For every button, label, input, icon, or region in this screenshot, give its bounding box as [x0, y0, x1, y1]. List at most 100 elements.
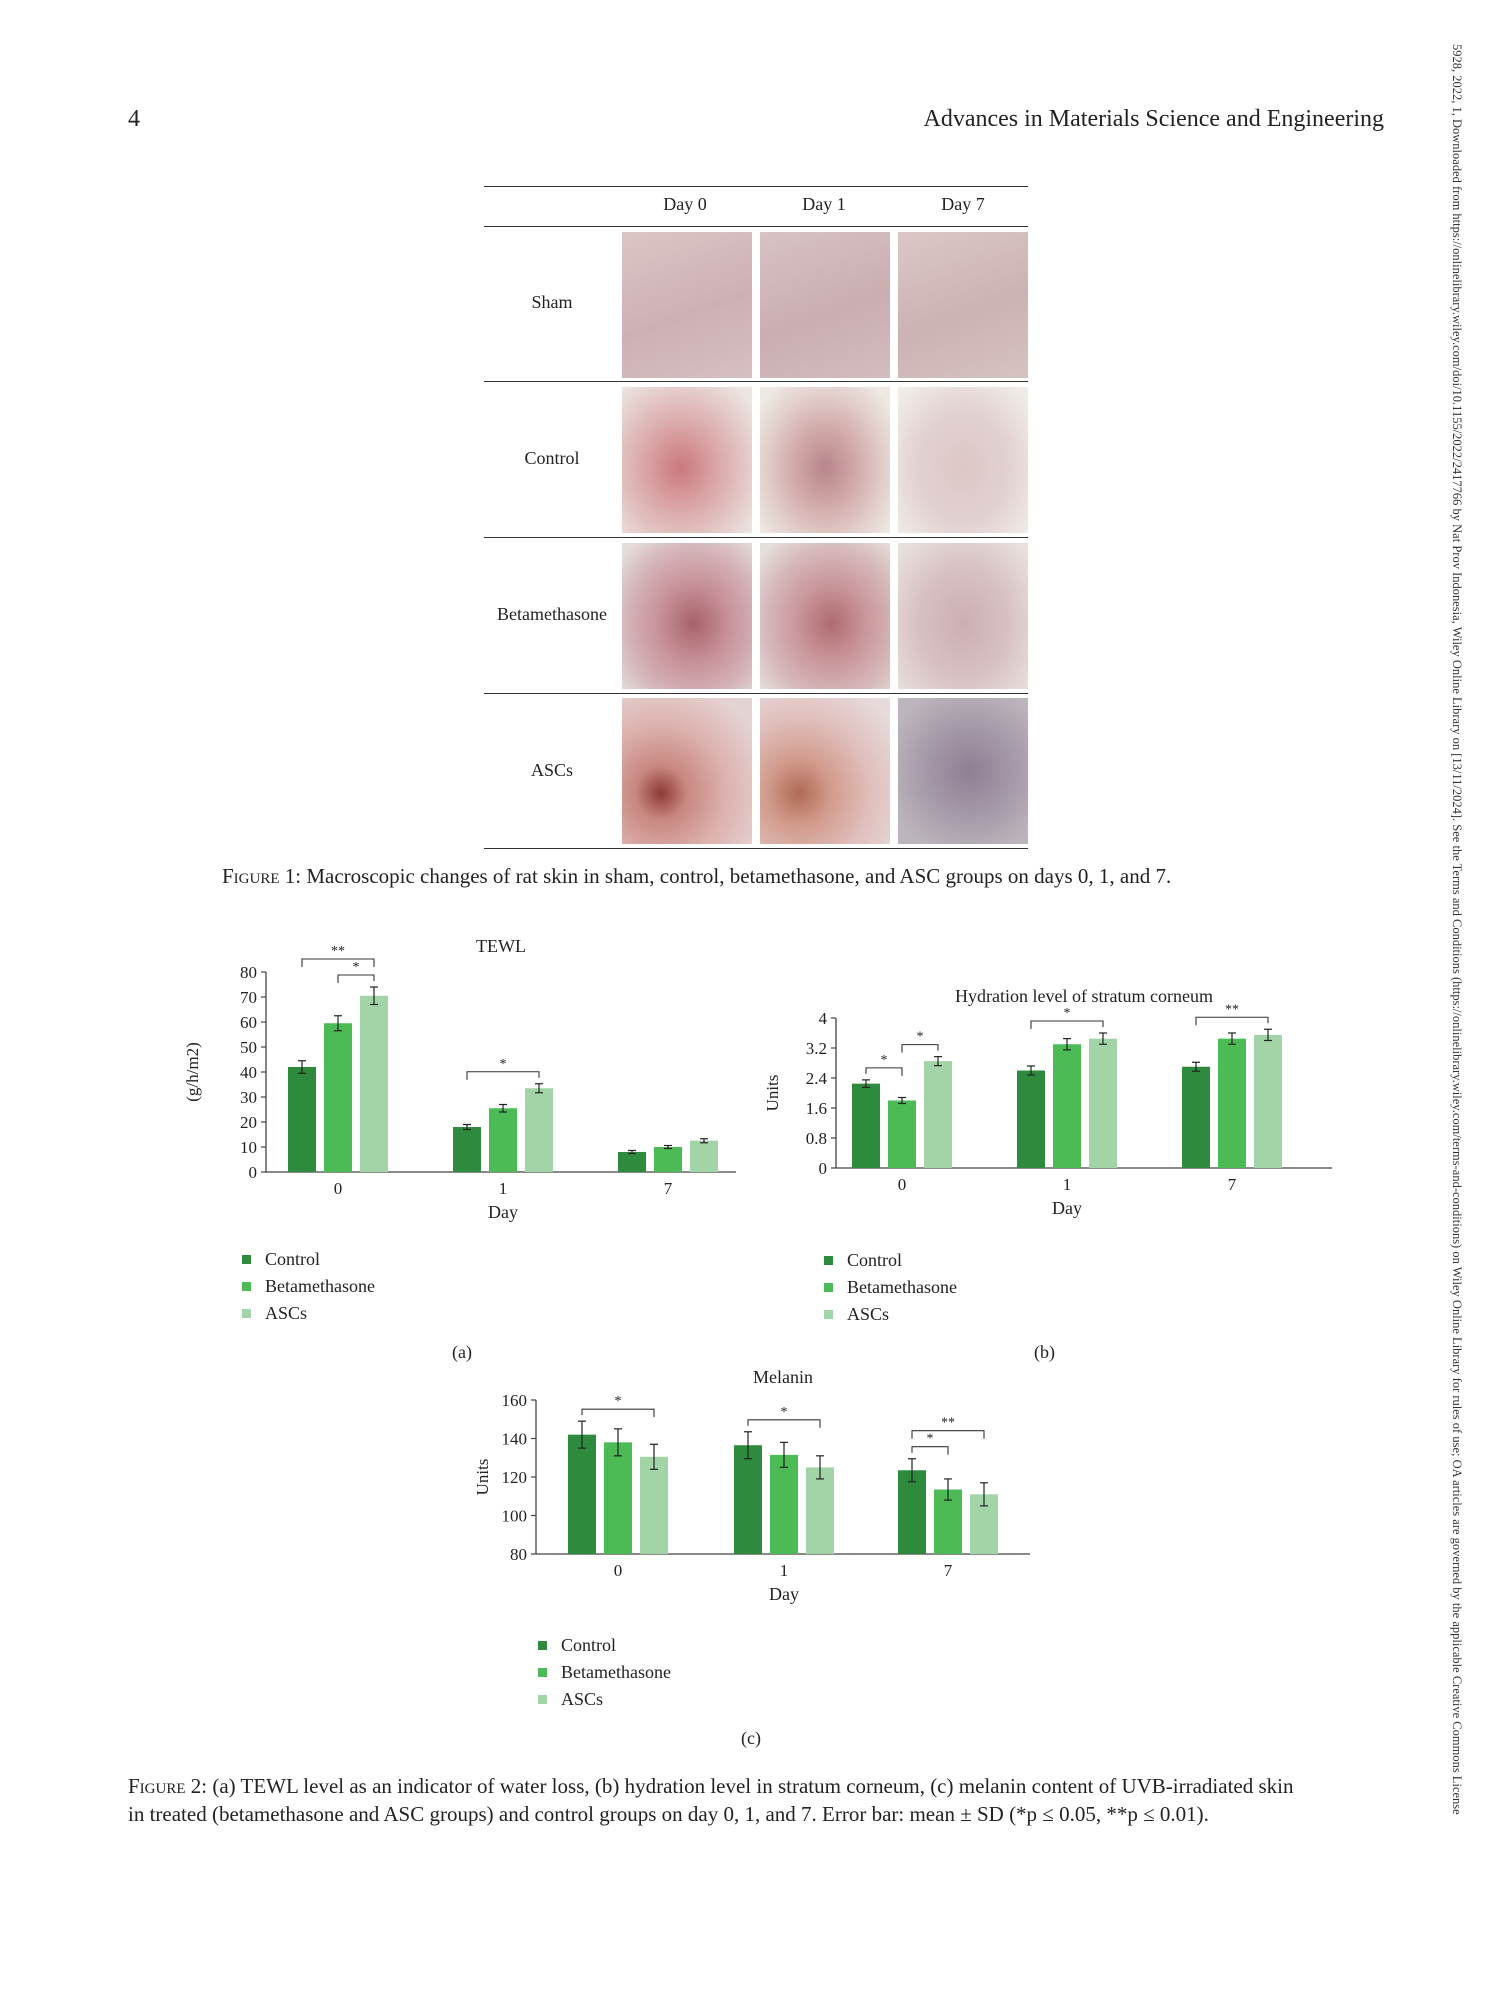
- significance-bracket: [1195, 1016, 1269, 1026]
- significance-bracket: [301, 958, 375, 967]
- page-number: 4: [128, 106, 140, 132]
- significance-label: *: [927, 1432, 934, 1447]
- chart-title: Hydration level of stratum corneum: [955, 986, 1213, 1006]
- y-tick-label: 80: [240, 963, 257, 982]
- bar-control-day0: [288, 1067, 316, 1172]
- legend-a: Control Betamethasone ASCs: [242, 1246, 375, 1327]
- figure-2-caption-line1: (a) TEWL level as an indicator of water …: [207, 1774, 1294, 1798]
- significance-bracket: [747, 1419, 821, 1428]
- bar-ascs-day1: [525, 1088, 553, 1172]
- y-tick-label: 120: [502, 1468, 528, 1487]
- column-header-day7: Day 7: [941, 194, 985, 214]
- figure-1-table: Day 0 Day 1 Day 7 Sham Control Betametha…: [484, 186, 1028, 850]
- x-tick-label: 0: [614, 1561, 623, 1580]
- skin-photo-betamethasone-day1: [760, 543, 890, 689]
- bar-ascs-day0: [640, 1456, 668, 1554]
- y-tick-label: 2.4: [806, 1069, 828, 1088]
- skin-photo-betamethasone-day7: [898, 543, 1028, 689]
- x-tick-label: 1: [780, 1561, 789, 1580]
- y-axis-label: (g/h/m2): [183, 1042, 202, 1102]
- y-tick-label: 100: [502, 1507, 528, 1526]
- y-tick-label: 140: [502, 1430, 528, 1449]
- x-axis-label: Day: [488, 1202, 518, 1222]
- row-label-sham: Sham: [531, 292, 573, 312]
- bar-control-day1: [734, 1445, 762, 1554]
- bar-betamethasone-day1: [770, 1454, 798, 1554]
- y-tick-label: 60: [240, 1013, 257, 1032]
- bar-control-day7: [1182, 1066, 1210, 1168]
- significance-bracket: [581, 1408, 655, 1418]
- row-label-ascs: ASCs: [530, 760, 574, 780]
- y-tick-label: 0.8: [806, 1129, 827, 1148]
- figure-1-caption-label: Figure 1:: [222, 864, 302, 888]
- y-tick-label: 3.2: [806, 1039, 827, 1058]
- y-tick-label: 0: [249, 1163, 258, 1182]
- y-tick-label: 40: [240, 1063, 257, 1082]
- legend-swatch-control: [242, 1255, 251, 1264]
- skin-photo-sham-day7: [898, 232, 1028, 378]
- y-tick-label: 30: [240, 1088, 257, 1107]
- legend-swatch-control: [824, 1256, 833, 1265]
- skin-photo-control-day1: [760, 387, 890, 533]
- legend-label-control: Control: [561, 1635, 617, 1655]
- legend-label-betamethasone: Betamethasone: [561, 1662, 671, 1682]
- bar-control-day1: [1017, 1070, 1045, 1168]
- panel-label-a: (a): [452, 1342, 472, 1362]
- significance-label: **: [331, 944, 345, 959]
- figure-1-caption: Figure 1: Macroscopic changes of rat ski…: [222, 862, 1171, 890]
- skin-photo-betamethasone-day0: [622, 543, 752, 689]
- y-tick-label: 50: [240, 1038, 257, 1057]
- download-notice: 5928, 2022, 1, Downloaded from https://o…: [1450, 44, 1464, 1815]
- y-tick-label: 20: [240, 1113, 257, 1132]
- figure-2-caption-line2: in treated (betamethasone and ASC groups…: [128, 1802, 1209, 1826]
- column-header-day0: Day 0: [663, 194, 707, 214]
- figure-2-caption: Figure 2: (a) TEWL level as an indicator…: [128, 1772, 1380, 1828]
- bar-control-day0: [568, 1434, 596, 1554]
- significance-label: *: [500, 1057, 507, 1072]
- y-tick-label: 10: [240, 1138, 257, 1157]
- chart-title: TEWL: [476, 936, 526, 956]
- legend-label-control: Control: [265, 1249, 321, 1269]
- legend-swatch-ascs: [824, 1310, 833, 1319]
- significance-label: **: [941, 1416, 955, 1431]
- legend-label-betamethasone: Betamethasone: [265, 1276, 375, 1296]
- y-tick-label: 70: [240, 988, 257, 1007]
- skin-photo-ascs-day7: [898, 698, 1028, 844]
- significance-bracket: [337, 974, 375, 983]
- significance-bracket: [1030, 1020, 1104, 1029]
- bar-betamethasone-day0: [888, 1100, 916, 1168]
- significance-label: *: [1064, 1006, 1071, 1021]
- bar-ascs-day7: [690, 1140, 718, 1172]
- bar-betamethasone-day7: [654, 1147, 682, 1172]
- x-axis-label: Day: [769, 1584, 799, 1604]
- x-tick-label: 7: [944, 1561, 953, 1580]
- bar-control-day7: [898, 1470, 926, 1554]
- y-tick-label: 160: [502, 1391, 528, 1410]
- legend-b: Control Betamethasone ASCs: [824, 1247, 957, 1328]
- bar-control-day0: [852, 1083, 880, 1168]
- significance-bracket: [911, 1430, 985, 1439]
- journal-title: Advances in Materials Science and Engine…: [923, 106, 1385, 132]
- significance-bracket: [911, 1446, 949, 1455]
- legend-swatch-betamethasone: [538, 1668, 547, 1677]
- x-axis-label: Day: [1052, 1198, 1082, 1218]
- x-tick-label: 0: [334, 1179, 343, 1198]
- panel-label-c: (c): [741, 1728, 761, 1748]
- y-tick-label: 0: [819, 1159, 828, 1178]
- skin-photo-sham-day1: [760, 232, 890, 378]
- row-label-control: Control: [524, 448, 580, 468]
- legend-swatch-ascs: [242, 1309, 251, 1318]
- significance-label: *: [781, 1405, 788, 1420]
- legend-label-betamethasone: Betamethasone: [847, 1277, 957, 1297]
- bar-ascs-day1: [806, 1467, 834, 1554]
- y-tick-label: 4: [819, 1009, 828, 1028]
- significance-bracket: [466, 1071, 540, 1080]
- legend-swatch-betamethasone: [824, 1283, 833, 1292]
- y-axis-label: Units: [473, 1459, 492, 1496]
- significance-bracket: [865, 1067, 903, 1076]
- bar-control-day1: [453, 1127, 481, 1172]
- legend-label-control: Control: [847, 1250, 903, 1270]
- bar-betamethasone-day0: [604, 1442, 632, 1554]
- x-tick-label: 0: [898, 1175, 907, 1194]
